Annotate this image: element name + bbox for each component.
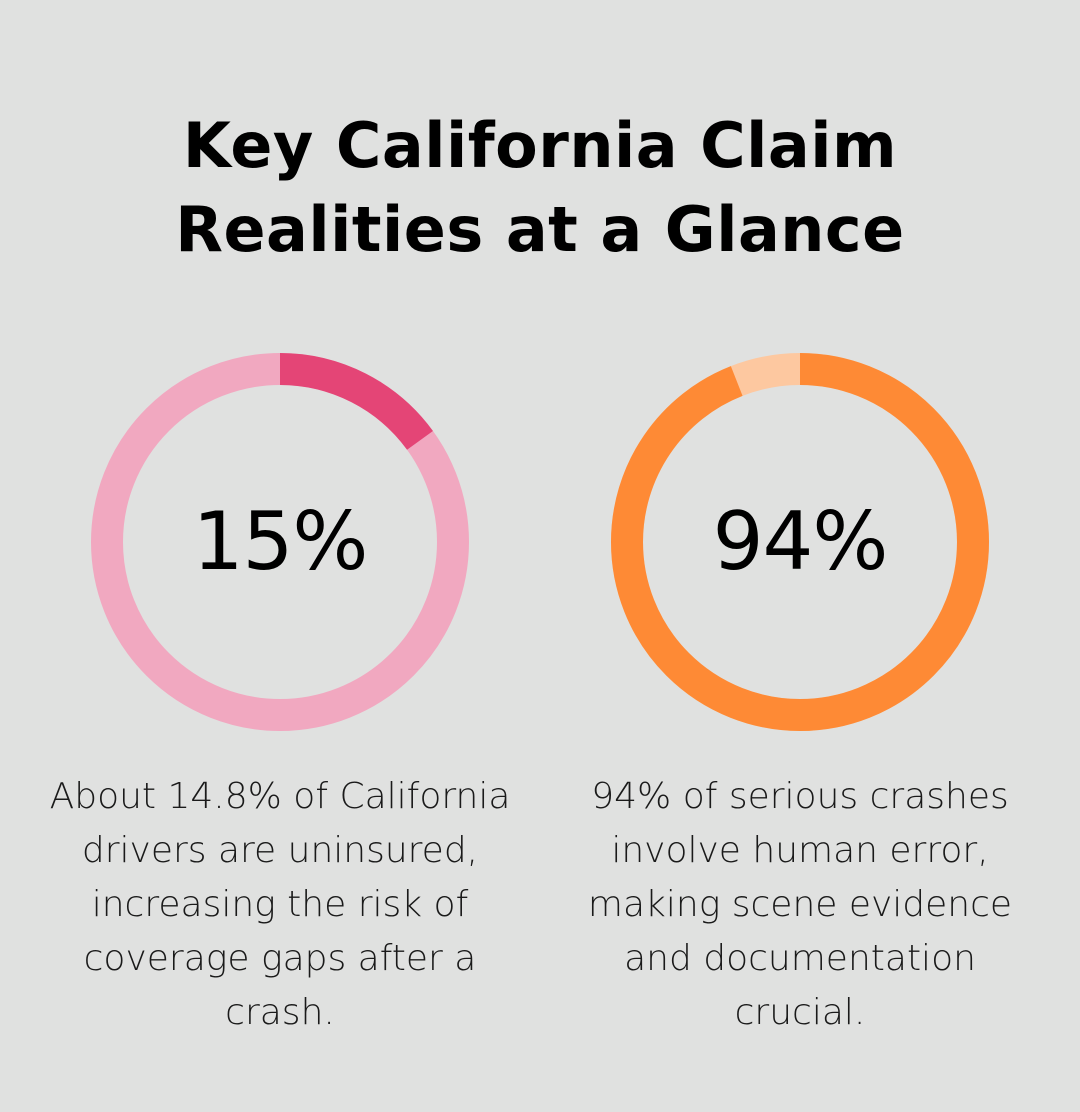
donut-value-arc	[91, 353, 469, 731]
stat-caption: About 14.8% of California drivers are un…	[49, 776, 511, 1033]
donut-value-arc	[611, 353, 989, 731]
title-line-1: Key California Claim	[182, 109, 898, 182]
stat-uninsured-drivers: 15% About 14.8% of California drivers ar…	[20, 353, 540, 1033]
donut-svg	[91, 353, 469, 731]
title-line-2: Realities at a Glance	[175, 193, 905, 266]
stat-human-error: 94% 94% of serious crashes involve human…	[540, 353, 1060, 1033]
page-title: Key California Claim Realities at a Glan…	[0, 104, 1080, 272]
donut-svg	[611, 353, 989, 731]
donut-chart: 15%	[91, 353, 469, 731]
donut-chart: 94%	[611, 353, 989, 731]
donut-center-value: 94%	[712, 495, 889, 588]
donut-center-value: 15%	[192, 495, 369, 588]
stat-caption: 94% of serious crashes involve human err…	[587, 776, 1013, 1033]
